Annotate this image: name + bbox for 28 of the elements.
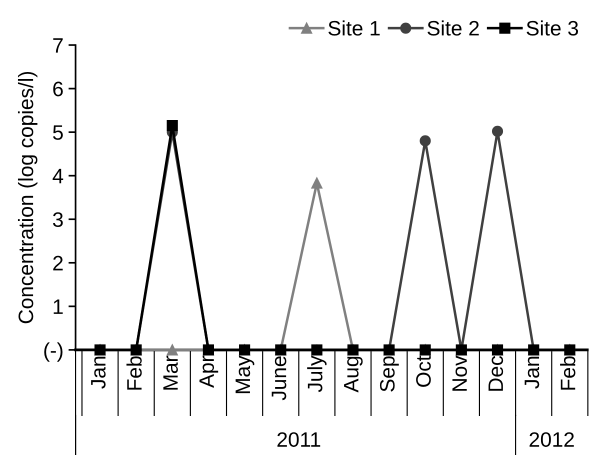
legend-label: Site 3 [526, 20, 578, 36]
x-tick-label: Feb [560, 356, 576, 390]
x-tick-label: Feb [126, 356, 142, 390]
y-tick-label: 1 [54, 300, 63, 314]
x-tick-label: July [307, 355, 327, 392]
x-tick-label: Mar [163, 356, 178, 390]
x-tick-label: Nov [452, 356, 467, 391]
y-axis-title: Concentration (log copies/l) [18, 72, 38, 324]
y-tick-label: 4 [52, 168, 64, 184]
legend-label: Site 2 [428, 20, 479, 36]
y-tick-label: 5 [53, 125, 63, 140]
x-tick-label: Jan [91, 356, 106, 389]
legend-label: Site 1 [328, 20, 380, 36]
x-tick-label: Sep [380, 356, 399, 392]
y-tick-label: 6 [53, 82, 63, 96]
x-tick-label: Oct [416, 356, 431, 387]
x-tick-label: Aug [344, 356, 363, 392]
y-tick-label: (-) [44, 342, 62, 362]
x-tick-label: Apr [200, 356, 218, 388]
text: 2012 [530, 432, 574, 447]
x-tick-label: May [236, 355, 254, 394]
y-tick-label: 2 [53, 256, 63, 270]
x-tick-label: June [272, 356, 286, 400]
y-tick-label: 3 [52, 212, 63, 227]
x-tick-label: Dec [488, 356, 504, 391]
x-tick-label: Jan [524, 356, 540, 389]
y-tick-label: 7 [53, 38, 63, 53]
text: 2011 [277, 432, 320, 447]
